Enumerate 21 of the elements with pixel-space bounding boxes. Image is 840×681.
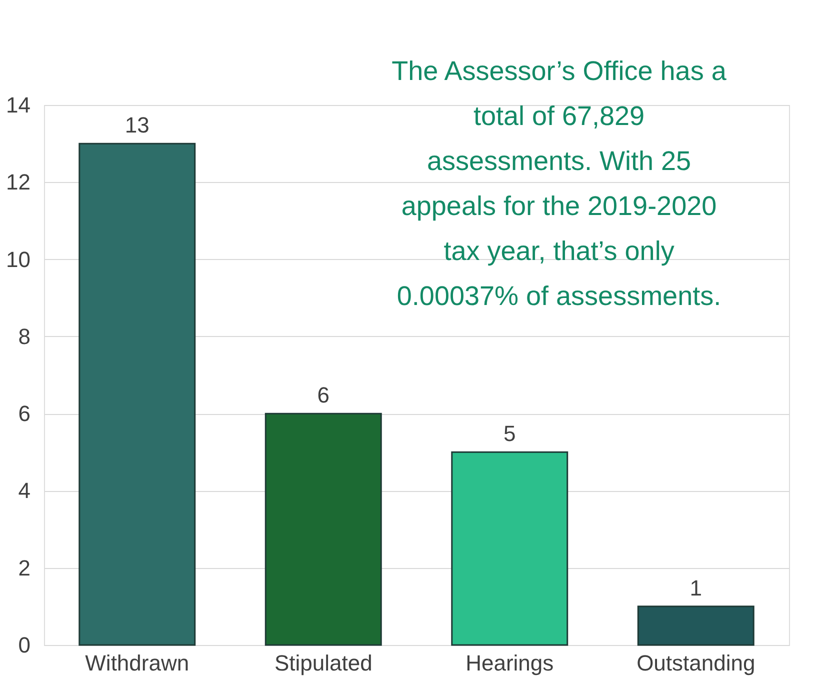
data-label: 13 (124, 112, 150, 138)
data-label: 6 (317, 382, 330, 408)
annotation: The Assessor’s Office has a total of 67,829 assessments. With 25 appeals for the 2019-2020 tax year, that’s only 0.00037% of assessments. (392, 56, 728, 311)
bar (637, 606, 754, 646)
y-tick-label: 2 (18, 555, 30, 580)
data-label: 5 (504, 421, 516, 446)
y-tick-label: 4 (18, 478, 30, 504)
bar (78, 142, 196, 646)
y-tick-label: 14 (6, 92, 30, 118)
y-tick-label: 8 (18, 324, 30, 349)
y-tick-label: 6 (18, 401, 30, 426)
x-tick-label: Outstanding (636, 650, 756, 676)
bar (264, 412, 382, 646)
bar (451, 451, 568, 646)
y-tick-label: 10 (6, 246, 30, 272)
y-tick-label: 12 (6, 170, 30, 195)
y-tick-label: 0 (18, 632, 30, 658)
x-tick-label: Withdrawn (85, 650, 190, 676)
x-tick-label: Hearings (466, 650, 554, 676)
x-tick-label: Stipulated (274, 650, 372, 676)
data-label: 1 (690, 575, 702, 600)
